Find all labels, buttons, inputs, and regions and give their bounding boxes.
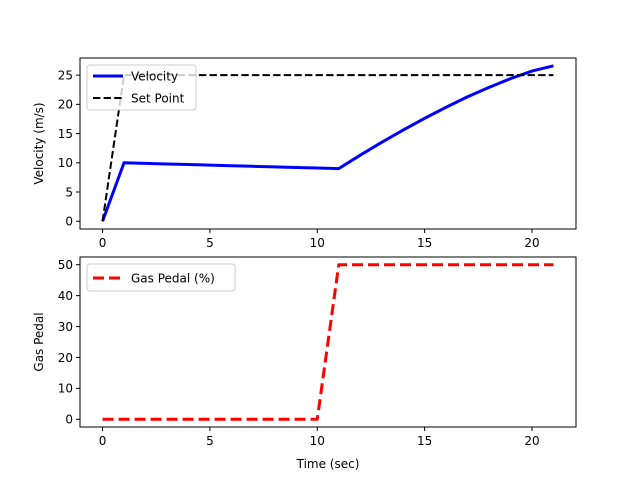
velocity-plot-area <box>101 64 554 222</box>
y-tick-label: 30 <box>58 320 73 334</box>
gas-pedal-legend-frame <box>86 263 236 292</box>
series-line-velocity <box>101 64 554 222</box>
velocity-subplot: 0 5 10 15 20 0 5 10 15 20 25 Velocity (m/s) Veloci… <box>32 57 577 250</box>
x-tick-label: 5 <box>206 434 214 448</box>
y-tick-label: 40 <box>58 289 73 303</box>
velocity-legend: Velocity Set Point <box>86 64 197 111</box>
gas-pedal-y-axis-label: Gas Pedal <box>32 312 46 371</box>
series-line-gas-pedal <box>102 263 554 421</box>
y-tick-label: 20 <box>58 98 73 112</box>
x-tick-label: 15 <box>417 236 432 250</box>
legend-label-set-point: Set Point <box>131 92 185 106</box>
gas-pedal-legend: Gas Pedal (%) <box>86 263 236 292</box>
x-tick-label: 20 <box>524 236 539 250</box>
legend-label-gas-pedal: Gas Pedal (%) <box>131 272 215 286</box>
x-tick-label: 10 <box>310 434 325 448</box>
x-tick-label: 15 <box>417 434 432 448</box>
series-line-set-point <box>101 74 554 222</box>
y-tick-label: 0 <box>65 215 73 229</box>
x-axis-label: Time (sec) <box>296 457 360 471</box>
y-tick-label: 0 <box>65 413 73 427</box>
y-tick-label: 50 <box>58 258 73 272</box>
x-tick-label: 20 <box>524 434 539 448</box>
gas-pedal-subplot: 0 5 10 15 20 0 10 20 30 40 50 Gas Pedal Time (sec)… <box>32 256 577 471</box>
gas-pedal-axes-frame <box>79 256 577 428</box>
x-tick-label: 5 <box>206 236 214 250</box>
x-tick-label: 0 <box>99 236 107 250</box>
legend-label-velocity: Velocity <box>131 70 178 84</box>
y-tick-label: 5 <box>65 185 73 199</box>
y-tick-label: 25 <box>58 68 73 82</box>
velocity-axes-frame <box>79 57 577 230</box>
x-tick-label: 10 <box>310 236 325 250</box>
x-tick-label: 0 <box>99 434 107 448</box>
y-tick-label: 20 <box>58 351 73 365</box>
gas-pedal-ticks: 0 5 10 15 20 0 10 20 30 40 50 <box>58 258 540 448</box>
velocity-y-axis-label: Velocity (m/s) <box>32 102 46 184</box>
y-tick-label: 10 <box>58 382 73 396</box>
gas-pedal-plot-area <box>102 263 554 421</box>
velocity-ticks: 0 5 10 15 20 0 5 10 15 20 25 <box>58 68 540 250</box>
y-tick-label: 10 <box>58 156 73 170</box>
y-tick-label: 15 <box>58 127 73 141</box>
